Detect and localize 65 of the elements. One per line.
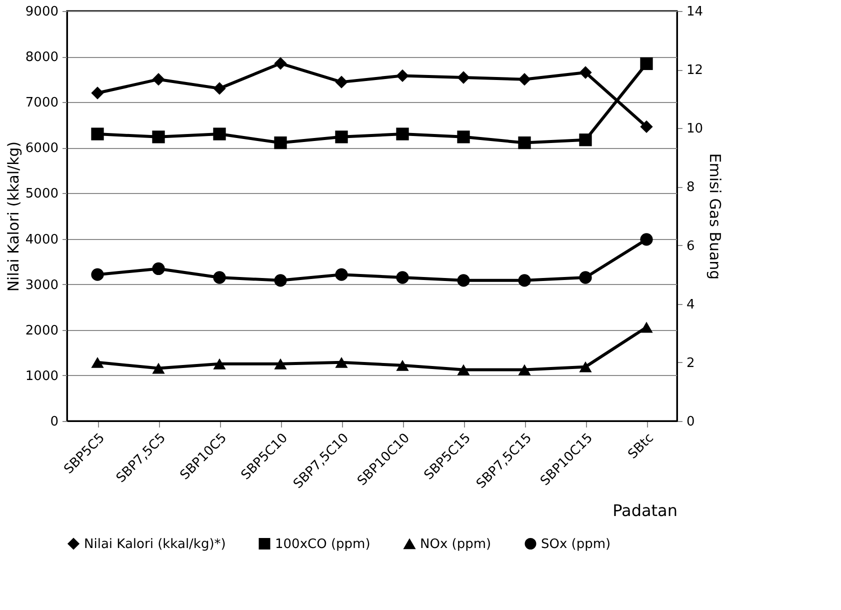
point xyxy=(457,364,470,376)
point xyxy=(579,271,592,284)
point xyxy=(335,76,348,88)
y-tick-label: 5000 xyxy=(25,186,58,202)
point xyxy=(457,71,470,84)
y-tick-label: 8000 xyxy=(25,50,58,66)
point xyxy=(396,360,409,371)
legend-label: Nilai Kalori (kkal/kg)*) xyxy=(84,536,226,552)
point xyxy=(274,358,287,370)
legend-label: SOx (ppm) xyxy=(541,536,611,552)
point xyxy=(640,120,653,134)
point xyxy=(274,274,287,287)
point xyxy=(396,69,409,82)
y-tick-label: 6000 xyxy=(25,141,58,156)
x-axis-title: Padatan xyxy=(612,501,678,520)
y-axis-title: Nilai Kalori (kkal/kg) xyxy=(4,141,22,292)
point xyxy=(335,268,348,281)
point xyxy=(457,130,470,144)
y2-tick-label: 0 xyxy=(686,414,695,430)
point xyxy=(579,361,592,372)
point xyxy=(518,364,531,376)
point xyxy=(152,362,165,374)
point xyxy=(91,356,104,368)
point xyxy=(640,57,653,70)
y-tick-label: 4000 xyxy=(25,232,58,248)
point xyxy=(518,274,531,287)
point xyxy=(640,233,653,246)
point xyxy=(457,274,470,287)
y2-tick-label: 6 xyxy=(686,238,695,254)
point xyxy=(518,73,531,86)
point xyxy=(91,268,104,281)
point xyxy=(579,66,592,79)
point xyxy=(335,356,348,368)
point xyxy=(396,128,409,140)
point xyxy=(213,82,226,95)
point xyxy=(640,322,653,333)
point xyxy=(91,128,104,140)
point xyxy=(335,130,348,144)
legend-label: NOx (ppm) xyxy=(420,537,492,552)
y2-tick-label: 12 xyxy=(686,63,704,78)
point xyxy=(213,271,226,284)
point xyxy=(152,73,165,86)
y2-tick-label: 10 xyxy=(686,122,704,137)
point xyxy=(91,86,104,100)
point xyxy=(274,57,287,70)
y-tick-label: 3000 xyxy=(25,278,58,293)
y-tick-label: 0 xyxy=(50,414,58,430)
y2-tick-label: 2 xyxy=(686,356,695,371)
point xyxy=(579,134,592,146)
point xyxy=(213,128,226,140)
legend-label: 100xCO (ppm) xyxy=(275,536,370,552)
point xyxy=(152,130,165,144)
y2-tick-label: 14 xyxy=(686,4,704,20)
point xyxy=(274,136,287,150)
point xyxy=(152,262,165,276)
y2-tick-label: 8 xyxy=(686,180,695,196)
y-tick-label: 2000 xyxy=(25,323,58,338)
y2-tick-label: 4 xyxy=(686,297,695,312)
y-tick-label: 9000 xyxy=(25,4,58,20)
y-tick-label: 1000 xyxy=(25,368,58,384)
point xyxy=(396,271,409,284)
y2-axis-title: Emisi Gas Buang xyxy=(706,153,724,280)
point xyxy=(518,136,531,150)
point xyxy=(213,358,226,370)
y-tick-label: 7000 xyxy=(25,96,58,111)
